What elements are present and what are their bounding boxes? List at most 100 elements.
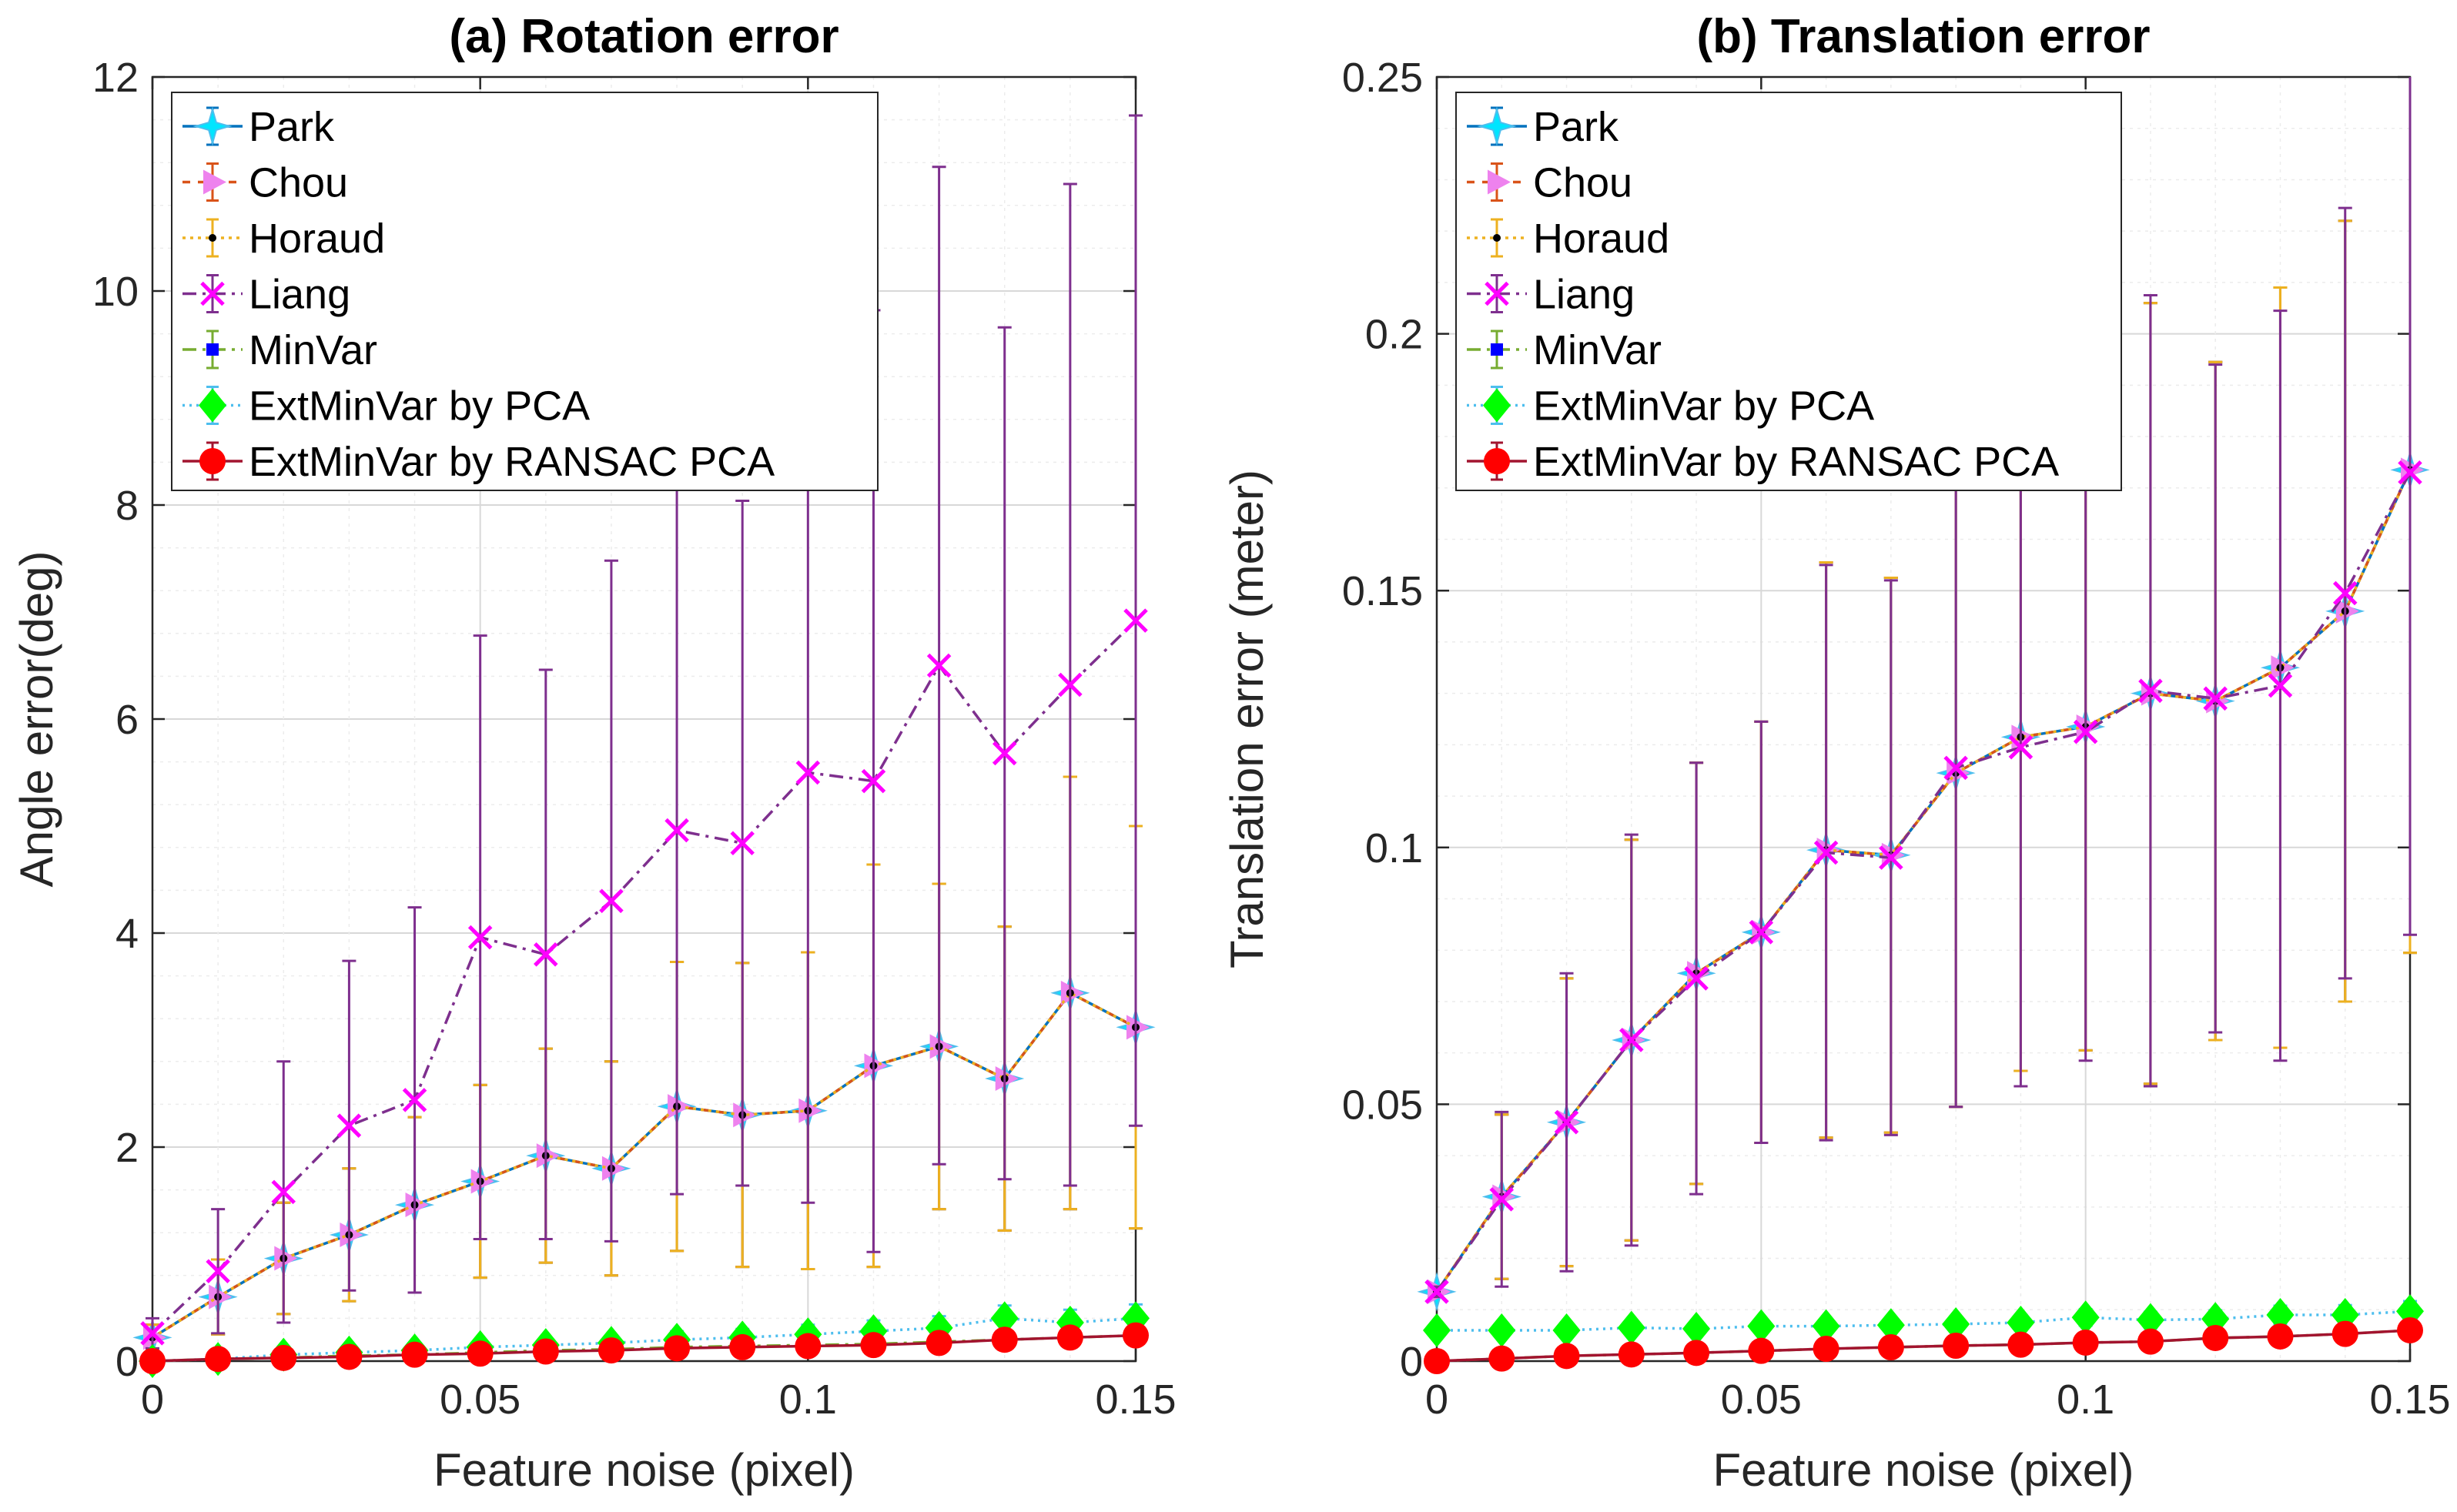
legend-marker	[1477, 106, 1517, 146]
x-tick-label: 0	[1425, 1377, 1448, 1423]
legend: Park Chou Horaud Liang MinVar ExtMinVar by PC…	[1455, 92, 2122, 491]
data-point	[1424, 1280, 1449, 1304]
x-tick-label: 0.1	[2057, 1377, 2114, 1423]
legend-marker	[1493, 234, 1501, 242]
data-point	[1813, 1335, 1839, 1362]
legend-box	[171, 92, 879, 491]
data-point	[1058, 672, 1083, 697]
data-point	[534, 942, 558, 967]
legend-label: Park	[249, 104, 335, 150]
x-tick-label: 0.05	[440, 1377, 521, 1423]
data-point	[205, 1346, 232, 1373]
data-point	[1747, 1309, 1776, 1343]
data-point	[140, 1321, 165, 1346]
data-point	[926, 1330, 952, 1356]
series-line	[1435, 471, 2412, 1293]
legend-marker	[1488, 169, 1511, 195]
series-line	[152, 1316, 1136, 1363]
series-line	[1436, 1329, 2411, 1363]
data-point	[1943, 1332, 1970, 1359]
data-point	[2203, 686, 2228, 711]
legend-marker	[199, 388, 226, 423]
legend-marker	[1485, 281, 1509, 306]
data-point	[467, 1340, 494, 1367]
data-point	[2397, 1316, 2423, 1343]
data-point	[1876, 1308, 1905, 1343]
chart-title: (b) Translation error	[1696, 10, 2150, 63]
data-point	[1123, 608, 1148, 633]
series-extminvar-by-ransac-pca	[1424, 1316, 2423, 1374]
data-point	[730, 831, 755, 856]
y-tick-label: 0.15	[1342, 568, 1423, 614]
series-line	[152, 991, 1136, 1339]
data-point	[990, 1301, 1019, 1336]
data-point	[2072, 1329, 2099, 1356]
data-point	[1424, 1348, 1450, 1374]
y-tick-label: 0.25	[1342, 55, 1423, 101]
series-line	[152, 991, 1136, 1339]
data-point	[336, 1113, 362, 1138]
data-point	[1748, 1337, 1775, 1364]
legend-label: Park	[1533, 104, 1619, 150]
data-point	[139, 1348, 166, 1374]
chart-panel-rotation: 0 2 4 6 8 10 12 0 0.05 0.1 0.15 (a) Rotation error F…	[11, 10, 1177, 1496]
data-point	[860, 1332, 887, 1359]
legend-marker	[200, 281, 225, 306]
legend-marker	[1491, 343, 1503, 356]
legend: Park Chou Horaud Liang MinVar ExtMinVar by PC…	[171, 92, 879, 491]
data-point	[1812, 1309, 1840, 1343]
legend-label: Liang	[1533, 272, 1635, 318]
data-point	[2073, 719, 2098, 744]
x-tick-label: 0.1	[779, 1377, 837, 1423]
data-point	[861, 768, 886, 794]
data-point	[1123, 1322, 1149, 1349]
data-point	[2007, 1305, 2035, 1340]
series-extminvar-by-ransac-pca	[139, 1322, 1149, 1374]
x-tick-label: 0.05	[1721, 1377, 1802, 1423]
series-line	[1437, 1310, 2411, 1332]
legend-marker	[199, 448, 226, 474]
legend-marker	[203, 169, 226, 195]
legend-marker	[209, 234, 216, 242]
data-point	[402, 1088, 427, 1112]
data-point	[336, 1343, 363, 1370]
x-tick-label: 0.15	[2369, 1377, 2450, 1423]
x-tick-label: 0	[141, 1377, 164, 1423]
data-point	[467, 925, 493, 950]
series-liang	[1424, 77, 2422, 1304]
legend-marker	[1484, 448, 1510, 474]
legend-label: ExtMinVar by RANSAC PCA	[249, 439, 775, 485]
data-point	[271, 1179, 296, 1205]
legend-label: ExtMinVar by RANSAC PCA	[1533, 439, 2059, 485]
data-point	[1813, 840, 1839, 865]
legend-label: ExtMinVar by PCA	[249, 383, 590, 430]
y-axis-label: Angle error(deg)	[11, 551, 62, 888]
series-horaud	[146, 775, 1143, 1352]
data-point	[2331, 1320, 2358, 1347]
chart-panel-translation: 0 0.05 0.1 0.15 0.2 0.25 0 0.05 0.1 0.15 (b) Trans…	[1221, 10, 2451, 1496]
data-point	[2332, 580, 2358, 606]
series-line	[152, 1333, 1136, 1363]
data-point	[1489, 1187, 1515, 1212]
series-liang	[140, 114, 1148, 1350]
x-axis-label: Feature noise (pixel)	[1713, 1444, 2134, 1496]
data-point	[1683, 1340, 1710, 1366]
legend-label: Horaud	[1533, 216, 1669, 262]
series-line	[152, 991, 1136, 1339]
data-point	[2266, 1297, 2295, 1332]
y-tick-label: 4	[115, 911, 139, 957]
data-point	[1617, 1310, 1645, 1345]
data-point	[2137, 1328, 2164, 1355]
x-tick-label: 0.15	[1095, 1377, 1176, 1423]
legend-label: MinVar	[249, 327, 377, 373]
y-tick-label: 0.2	[1365, 312, 1423, 358]
y-tick-label: 6	[115, 697, 139, 743]
data-point	[1553, 1343, 1580, 1370]
data-point	[1682, 1311, 1711, 1346]
data-point	[1056, 1324, 1083, 1351]
legend-label: MinVar	[1533, 327, 1662, 373]
y-tick-label: 2	[115, 1125, 139, 1171]
data-point	[1943, 755, 1968, 781]
data-point	[2267, 1323, 2294, 1350]
data-point	[795, 1333, 822, 1360]
